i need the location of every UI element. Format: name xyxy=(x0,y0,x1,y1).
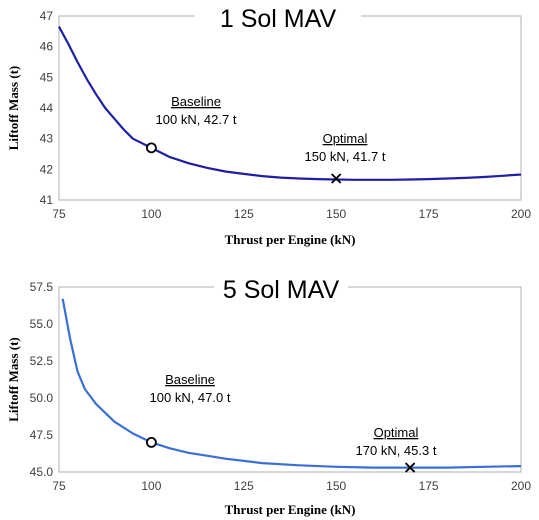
title-background xyxy=(214,277,348,311)
optimal-label-title: Optimal xyxy=(374,425,419,440)
y-tick-label: 47.5 xyxy=(30,428,54,442)
plot-frame xyxy=(58,15,522,201)
baseline-marker xyxy=(145,142,157,154)
y-tick-label: 52.5 xyxy=(30,354,54,368)
series-line xyxy=(58,26,522,181)
x-tick-label: 100 xyxy=(141,479,161,493)
x-tick-label: 125 xyxy=(234,207,254,221)
y-tick-label: 45 xyxy=(40,70,54,84)
chart-1: 41 42 43 44 45 46 47 75 100 125 150 175 200 Thrust pe… xyxy=(6,5,531,247)
y-tick-label: 43 xyxy=(40,132,54,146)
optimal-marker xyxy=(404,462,416,473)
x-tick-label: 175 xyxy=(419,479,439,493)
baseline-label-title: Baseline xyxy=(171,94,221,109)
y-tick-label: 45.0 xyxy=(30,465,54,479)
x-tick-label: 100 xyxy=(141,207,161,221)
x-tick-label: 200 xyxy=(511,479,531,493)
x-tick-label: 200 xyxy=(511,207,531,221)
x-tick-label: 75 xyxy=(52,479,66,493)
x-tick-label: 150 xyxy=(326,207,346,221)
y-tick-label: 44 xyxy=(40,101,54,115)
y-tick-label: 47 xyxy=(40,9,54,23)
baseline-label-value: 100 kN, 47.0 t xyxy=(150,390,231,405)
y-axis-label: Liftoff Mass (t) xyxy=(6,337,21,421)
y-tick-label: 41 xyxy=(40,193,54,207)
baseline-marker xyxy=(145,436,157,448)
y-tick-label: 50.0 xyxy=(30,391,54,405)
y-tick-label: 46 xyxy=(40,40,54,54)
optimal-label-value: 170 kN, 45.3 t xyxy=(356,443,437,458)
plot-frame xyxy=(58,286,522,473)
y-tick-label: 57.5 xyxy=(30,280,54,294)
title-background xyxy=(195,7,361,41)
x-axis-label: Thrust per Engine (kN) xyxy=(225,232,356,247)
optimal-label-value: 150 kN, 41.7 t xyxy=(305,149,386,164)
x-tick-label: 75 xyxy=(52,207,66,221)
baseline-label-value: 100 kN, 42.7 t xyxy=(156,112,237,127)
x-tick-label: 175 xyxy=(419,207,439,221)
x-axis-label: Thrust per Engine (kN) xyxy=(225,502,356,517)
x-tick-label: 125 xyxy=(234,479,254,493)
optimal-marker xyxy=(331,173,342,184)
series-line xyxy=(61,298,522,469)
y-axis-label: Liftoff Mass (t) xyxy=(6,66,21,150)
chart-title: 1 Sol MAV xyxy=(220,5,337,33)
optimal-label-title: Optimal xyxy=(323,131,368,146)
y-tick-label: 42 xyxy=(40,162,54,176)
chart-title: 5 Sol MAV xyxy=(223,276,340,304)
x-tick-label: 150 xyxy=(326,479,346,493)
baseline-label-title: Baseline xyxy=(165,372,215,387)
chart-2: 45.0 47.5 50.0 52.5 55.0 57.5 75 100 125 150 175 20… xyxy=(6,276,531,517)
y-tick-label: 55.0 xyxy=(30,317,54,331)
